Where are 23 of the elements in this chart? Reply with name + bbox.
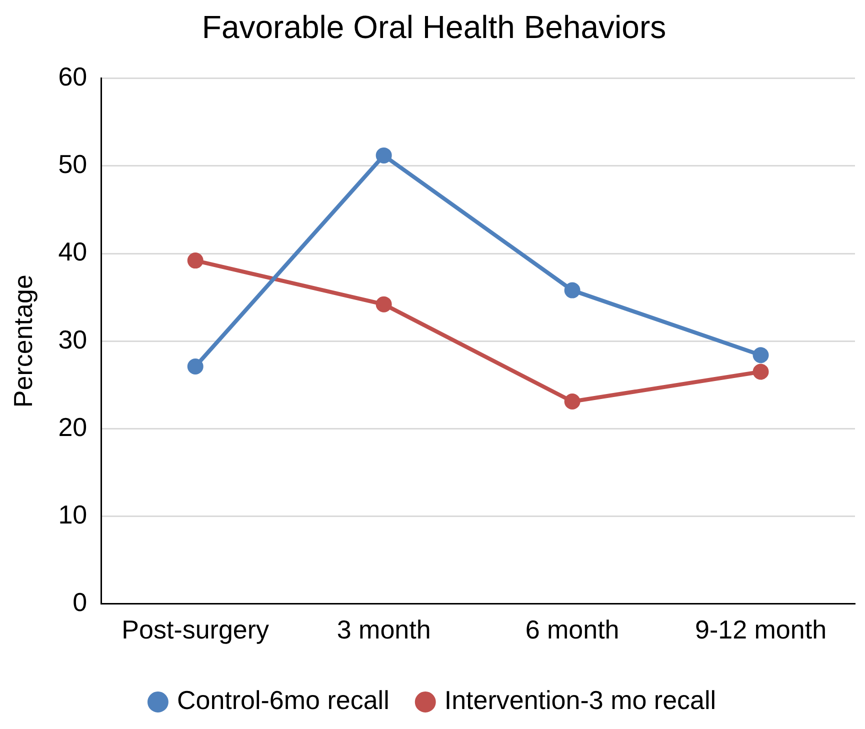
point (376, 147, 392, 164)
y-tick-label: 20 (58, 412, 88, 442)
point (187, 358, 204, 374)
point (564, 394, 580, 410)
point (752, 364, 769, 380)
y-tick-label: 0 (72, 586, 88, 617)
x-tick-label: 9-12 month (695, 614, 827, 645)
point (376, 296, 392, 312)
y-tick-label: 10 (58, 499, 88, 530)
y-tick-label: 60 (58, 62, 88, 92)
point (187, 252, 204, 269)
point (752, 347, 769, 364)
legend-label: Intervention-3 mo recall (444, 685, 716, 716)
chart-title: Favorable Oral Health Behaviors (202, 9, 666, 46)
legend-label: Control-6mo recall (176, 685, 390, 716)
point (564, 282, 580, 298)
x-tick-label: Post-surgery (122, 614, 270, 645)
x-tick-label: 6 month (525, 614, 620, 645)
y-tick-label: 50 (58, 149, 88, 180)
y-axis-title: Percentage (8, 274, 38, 408)
x-tick-label: 3 month (336, 614, 431, 645)
y-tick-label: 40 (58, 236, 88, 267)
y-tick-label: 30 (58, 324, 88, 354)
